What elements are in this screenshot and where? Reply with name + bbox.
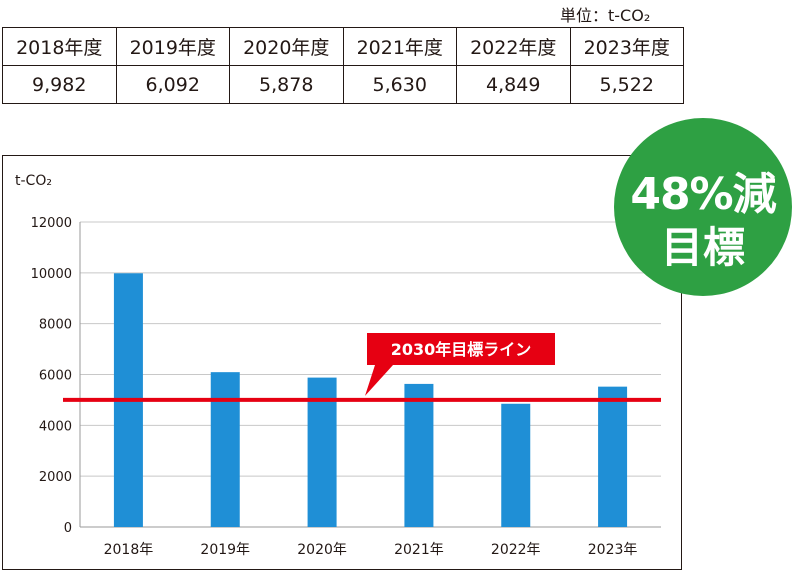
- x-tick-label: 2020年: [297, 542, 347, 558]
- table-header-cell: 2019年度: [115, 27, 230, 66]
- table-header-row: 2018年度 2019年度 2020年度 2021年度 2022年度 2023年…: [2, 27, 684, 66]
- bar: [210, 372, 240, 527]
- emissions-table: 2018年度 2019年度 2020年度 2021年度 2022年度 2023年…: [2, 27, 684, 104]
- table-header-cell: 2020年度: [229, 27, 344, 66]
- bar: [598, 386, 628, 527]
- y-tick-label: 0: [64, 521, 72, 536]
- y-tick-label: 2000: [39, 470, 72, 485]
- table-value-cell: 9,982: [2, 65, 117, 104]
- bar: [307, 377, 337, 527]
- badge-target-text: 目標: [660, 223, 745, 272]
- table-value-cell: 6,092: [115, 65, 230, 104]
- target-callout-label: 2030年目標ライン: [391, 340, 532, 359]
- bar: [501, 403, 531, 527]
- target-callout-pointer: [365, 365, 393, 396]
- table-value-cell: 5,522: [569, 65, 684, 104]
- table-value-cell: 5,878: [229, 65, 344, 104]
- table-value-cell: 4,849: [456, 65, 571, 104]
- badge-percent-text: 48%減: [630, 169, 776, 220]
- reduction-target-badge: 48%減 目標: [614, 118, 792, 296]
- table-header-cell: 2023年度: [569, 27, 684, 66]
- table-value-cell: 5,630: [342, 65, 457, 104]
- table-value-row: 9,982 6,092 5,878 5,630 4,849 5,522: [2, 65, 684, 104]
- x-tick-label: 2018年: [104, 542, 154, 558]
- x-tick-label: 2023年: [588, 542, 638, 558]
- y-tick-label: 12000: [31, 216, 72, 231]
- x-tick-label: 2021年: [394, 542, 444, 558]
- y-tick-label: 10000: [31, 267, 72, 282]
- chart-frame: 0 2000 4000 6000 8000 10000 12000 t-CO₂ 2018年 201…: [2, 155, 682, 570]
- y-axis-label: t-CO₂: [15, 173, 52, 189]
- y-tick-label: 8000: [39, 318, 72, 333]
- x-tick-label: 2019年: [200, 542, 250, 558]
- bar: [404, 383, 434, 527]
- target-callout-box: [367, 333, 555, 365]
- table-header-cell: 2021年度: [342, 27, 457, 66]
- table-header-cell: 2022年度: [456, 27, 571, 66]
- y-tick-label: 4000: [39, 419, 72, 434]
- x-tick-label: 2022年: [491, 542, 541, 558]
- unit-label: 単位：t-CO₂: [560, 6, 651, 25]
- table-header-cell: 2018年度: [2, 27, 117, 66]
- y-tick-label: 6000: [39, 369, 72, 384]
- bar-chart: 0 2000 4000 6000 8000 10000 12000 t-CO₂ 2018年 201…: [15, 173, 661, 558]
